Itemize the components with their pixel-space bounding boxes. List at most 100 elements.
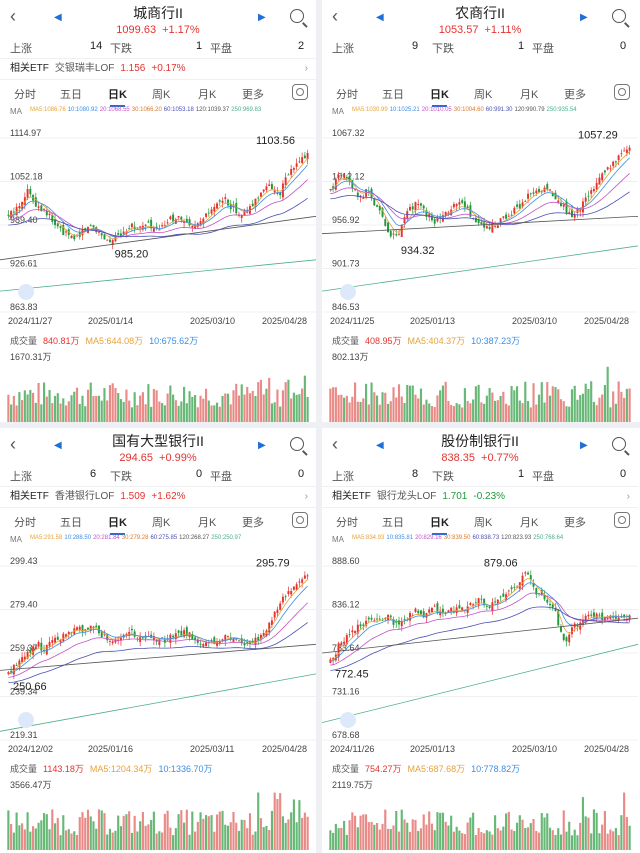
volume-label[interactable]: 成交量: [10, 336, 38, 346]
ma-selector[interactable]: MA: [332, 107, 344, 116]
candle-body: [617, 155, 620, 160]
next-triangle-icon[interactable]: ▶: [258, 440, 266, 451]
tab-daily-k[interactable]: 日K: [430, 86, 449, 107]
volume-chart[interactable]: [322, 792, 638, 850]
candle-body: [491, 222, 494, 233]
related-etf-row[interactable]: 相关ETF 银行龙头LOF 1.701 -0.23% ›: [322, 486, 638, 508]
tab-daily-k[interactable]: 日K: [430, 514, 449, 535]
period-tabs: 分时 五日 日K 周K 月K 更多: [0, 508, 316, 535]
candle-body: [199, 643, 202, 645]
tab-five-day[interactable]: 五日: [382, 517, 404, 529]
candle-body: [603, 170, 606, 173]
back-chevron-icon[interactable]: ‹: [332, 434, 338, 454]
prev-triangle-icon[interactable]: ◀: [376, 440, 384, 451]
volume-bar: [535, 830, 538, 850]
volume-bar: [483, 833, 486, 850]
back-chevron-icon[interactable]: ‹: [10, 6, 16, 26]
related-etf-row[interactable]: 相关ETF 香港银行LOF 1.509 +1.62% ›: [0, 486, 316, 508]
ma-selector[interactable]: MA: [10, 107, 22, 116]
prev-triangle-icon[interactable]: ◀: [376, 12, 384, 23]
volume-bar: [207, 816, 210, 850]
tab-five-day[interactable]: 五日: [60, 517, 82, 529]
volume-bar: [51, 809, 54, 850]
next-triangle-icon[interactable]: ▶: [258, 12, 266, 23]
prev-triangle-icon[interactable]: ◀: [54, 440, 62, 451]
volume-bar: [433, 406, 436, 422]
tab-daily-k[interactable]: 日K: [108, 514, 127, 535]
ma-selector[interactable]: MA: [332, 535, 344, 544]
flat-label: 平盘: [532, 43, 554, 55]
back-chevron-icon[interactable]: ‹: [10, 434, 16, 454]
volume-bar: [290, 398, 293, 422]
volume-chart[interactable]: [0, 364, 316, 422]
volume-label[interactable]: 成交量: [332, 764, 360, 774]
prev-triangle-icon[interactable]: ◀: [54, 12, 62, 23]
tab-weekly-k[interactable]: 周K: [152, 89, 171, 101]
tab-monthly-k[interactable]: 月K: [520, 517, 539, 529]
candle-body: [441, 608, 444, 613]
candle-body: [301, 579, 304, 583]
candle-body: [549, 603, 551, 606]
volume-bar: [243, 394, 246, 422]
gear-icon[interactable]: [292, 512, 308, 528]
volume-chart[interactable]: [322, 364, 638, 422]
volume-bar: [485, 395, 488, 422]
candle-body: [623, 614, 626, 617]
volume-bar: [367, 404, 370, 422]
next-triangle-icon[interactable]: ▶: [580, 12, 588, 23]
back-chevron-icon[interactable]: ‹: [332, 6, 338, 26]
kline-chart[interactable]: 299.43 279.40 259.37 239.34 219.31 295.79 250.…: [0, 556, 316, 756]
volume-label[interactable]: 成交量: [332, 336, 360, 346]
volume-chart[interactable]: [0, 792, 316, 850]
candle-body: [428, 609, 431, 613]
tab-weekly-k[interactable]: 周K: [474, 89, 493, 101]
tab-monthly-k[interactable]: 月K: [520, 89, 539, 101]
volume-label[interactable]: 成交量: [10, 764, 38, 774]
volume-bar: [392, 387, 395, 422]
kline-chart[interactable]: 888.60 836.12 783.64 731.16 678.68 879.06 772.…: [322, 556, 638, 756]
tab-intraday[interactable]: 分时: [14, 517, 36, 529]
tab-weekly-k[interactable]: 周K: [474, 517, 493, 529]
next-triangle-icon[interactable]: ▶: [580, 440, 588, 451]
volume-bar: [254, 831, 257, 850]
volume-bar: [590, 381, 593, 422]
tab-more[interactable]: 更多: [242, 517, 264, 529]
candle-body: [265, 186, 268, 191]
volume-bar: [235, 822, 238, 850]
volume-bar: [623, 792, 626, 850]
search-icon[interactable]: [290, 437, 304, 451]
volume-bar: [375, 395, 379, 422]
related-etf-row[interactable]: 相关ETF 交银瑞丰LOF 1.156 +0.17% ›: [0, 58, 316, 80]
tab-monthly-k[interactable]: 月K: [198, 517, 217, 529]
kline-chart[interactable]: 1114.97 1052.18 989.40 926.61 863.83 1103.56 9…: [0, 128, 316, 328]
tab-monthly-k[interactable]: 月K: [198, 89, 217, 101]
candle-body: [477, 598, 480, 605]
search-icon[interactable]: [612, 437, 626, 451]
volume-bar: [152, 389, 155, 422]
gear-icon[interactable]: [614, 512, 630, 528]
kline-chart[interactable]: 1067.32 1012.12 956.92 901.73 846.53 1057.29 9…: [322, 128, 638, 328]
search-icon[interactable]: [612, 9, 626, 23]
tab-daily-k[interactable]: 日K: [108, 86, 127, 107]
gear-icon[interactable]: [292, 84, 308, 100]
gear-icon[interactable]: [614, 84, 630, 100]
ma-selector[interactable]: MA: [10, 535, 22, 544]
tab-five-day[interactable]: 五日: [60, 89, 82, 101]
tab-intraday[interactable]: 分时: [336, 517, 358, 529]
volume-bar: [229, 822, 232, 850]
candle-body: [395, 234, 398, 236]
tab-more[interactable]: 更多: [564, 517, 586, 529]
volume-bar: [609, 407, 612, 422]
candle-body: [130, 223, 133, 228]
volume-bar: [172, 835, 175, 850]
tab-more[interactable]: 更多: [242, 89, 264, 101]
y-tick-label: 836.12: [332, 600, 360, 610]
tab-more[interactable]: 更多: [564, 89, 586, 101]
volume-bar: [529, 407, 532, 422]
tab-five-day[interactable]: 五日: [382, 89, 404, 101]
search-icon[interactable]: [290, 9, 304, 23]
up-count: 8: [412, 468, 419, 480]
tab-intraday[interactable]: 分时: [14, 89, 36, 101]
tab-intraday[interactable]: 分时: [336, 89, 358, 101]
tab-weekly-k[interactable]: 周K: [152, 517, 171, 529]
